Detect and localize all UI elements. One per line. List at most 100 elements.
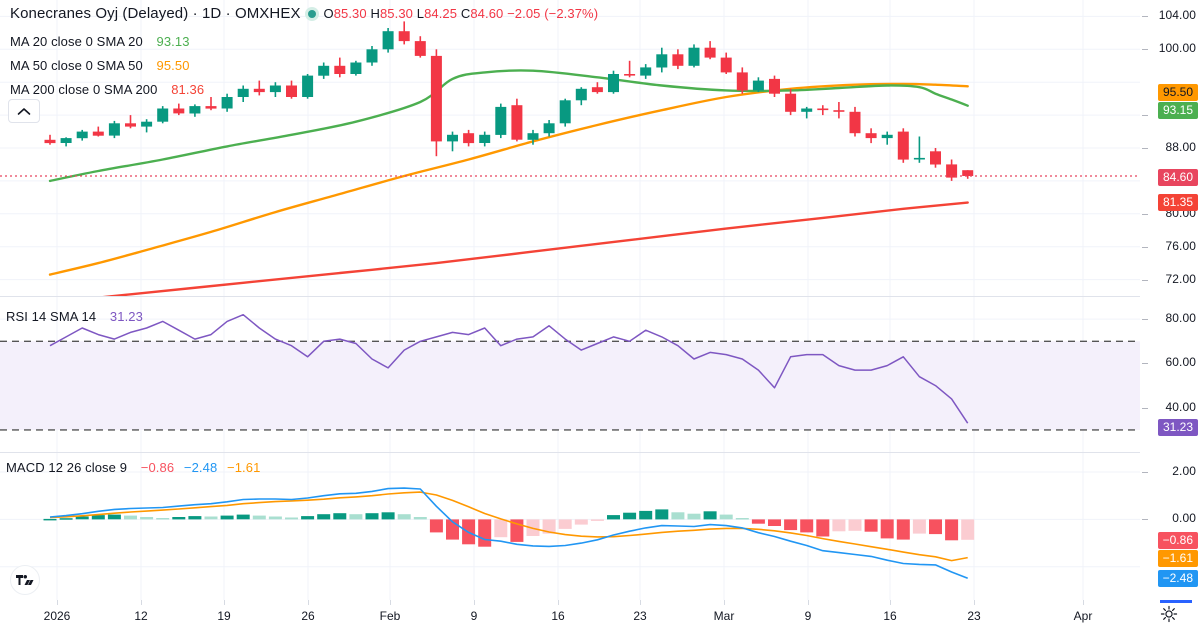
candle (946, 159, 958, 181)
candle (785, 88, 797, 116)
time-axis-tickmark (224, 600, 225, 605)
candle (253, 80, 265, 96)
rsi-axis-tickmark (1142, 407, 1148, 409)
candle (720, 52, 732, 74)
candle (543, 120, 555, 137)
rsi-axis-tick: 80.00 (1165, 311, 1196, 326)
macd-axis-badge[interactable]: −0.86 (1157, 531, 1198, 549)
price-axis-badge[interactable]: 84.60 (1157, 169, 1198, 186)
macd-axis-tick: 2.00 (1172, 463, 1196, 478)
candle (511, 98, 523, 142)
macd-pane[interactable] (0, 453, 1140, 600)
price-plot (0, 0, 1140, 296)
price-axis-badge[interactable]: 81.35 (1157, 194, 1198, 211)
time-axis-label: Feb (379, 609, 401, 623)
time-axis-tickmark (890, 600, 891, 605)
macd-axis-badge[interactable]: −1.61 (1157, 549, 1198, 567)
candle (817, 105, 829, 116)
candle (318, 62, 330, 79)
candle (591, 82, 603, 94)
candle (640, 64, 652, 79)
time-axis-label: Apr (1073, 609, 1093, 623)
candle (881, 131, 893, 145)
time-axis-label: 16 (551, 609, 565, 623)
candle (849, 106, 861, 137)
time-axis-tickmark (558, 600, 559, 605)
price-axis-tickmark (1142, 279, 1148, 281)
rsi-pane[interactable] (0, 297, 1140, 452)
candle (704, 41, 716, 60)
time-axis-tickmark (308, 600, 309, 605)
candle (575, 87, 587, 106)
time-axis-label: 9 (470, 609, 478, 623)
candle (302, 74, 314, 99)
pane-divider-1 (0, 296, 1200, 297)
time-axis-tickmark (57, 600, 58, 605)
rsi-axis-badge[interactable]: 31.23 (1157, 419, 1198, 437)
price-axis-tickmark (1142, 246, 1148, 248)
time-axis-tickmark (640, 600, 641, 605)
candle (559, 98, 571, 127)
chevron-up-icon (17, 107, 31, 115)
tradingview-logo[interactable] (10, 565, 40, 595)
candle (189, 104, 201, 117)
time-axis-tickmark (1083, 600, 1084, 605)
price-axis-badge[interactable]: 95.50 (1157, 84, 1198, 101)
time-axis-tickmark (808, 600, 809, 605)
candle (398, 21, 410, 45)
candle (334, 57, 346, 78)
candle (366, 46, 378, 66)
candle (286, 80, 297, 99)
time-axis-label: 19 (217, 609, 231, 623)
pane-divider-2 (0, 452, 1200, 453)
macd-plot (0, 453, 1140, 600)
candle (205, 97, 217, 111)
time-axis-label: 2026 (43, 609, 71, 623)
gear-icon[interactable] (1160, 605, 1178, 623)
macd-axis-badge[interactable]: −2.48 (1157, 570, 1198, 588)
price-axis[interactable]: 104.00100.0092.0088.0080.0076.0072.0095.… (1140, 0, 1200, 600)
rsi-axis-tick: 60.00 (1165, 355, 1196, 370)
price-axis-tickmark (1142, 16, 1148, 18)
price-axis-badge[interactable]: 93.15 (1157, 102, 1198, 119)
time-axis[interactable]: 2026 12 19 26 Feb 9 16 23 Mar 9 16 23 Apr (0, 600, 1200, 630)
price-axis-tickmark (1142, 213, 1148, 215)
candle (157, 106, 169, 124)
candle (414, 36, 426, 58)
candle (173, 103, 185, 116)
candle (92, 126, 104, 137)
rsi-axis-tick: 40.00 (1165, 399, 1196, 414)
candle (913, 136, 925, 163)
candle (688, 44, 700, 68)
price-axis-tick: 72.00 (1165, 271, 1196, 286)
candle (527, 129, 539, 145)
candle (141, 119, 153, 133)
candle (350, 60, 362, 76)
candle (76, 129, 88, 141)
time-axis-tickmark (724, 600, 725, 605)
collapse-legend-button[interactable] (8, 99, 40, 123)
time-axis-label: Mar (713, 609, 735, 623)
price-axis-tick: 88.00 (1165, 140, 1196, 154)
candle (865, 128, 877, 144)
rsi-axis-tickmark (1142, 319, 1148, 321)
time-axis-active-marker (1160, 600, 1192, 603)
candle (962, 170, 974, 179)
candle (125, 115, 136, 129)
macd-axis-tickmark (1142, 471, 1148, 473)
price-axis-tickmark (1142, 115, 1148, 117)
time-axis-label: 12 (134, 609, 148, 623)
candle (801, 106, 813, 119)
time-axis-tickmark (390, 600, 391, 605)
candle (833, 102, 845, 119)
candle (447, 131, 458, 152)
rsi-plot (0, 297, 1140, 452)
time-axis-tickmark (974, 600, 975, 605)
candle (608, 70, 619, 94)
price-axis-tick: 100.00 (1158, 41, 1196, 56)
price-pane[interactable] (0, 0, 1140, 296)
candle (463, 129, 475, 147)
candle (44, 134, 56, 145)
candle (769, 75, 780, 97)
